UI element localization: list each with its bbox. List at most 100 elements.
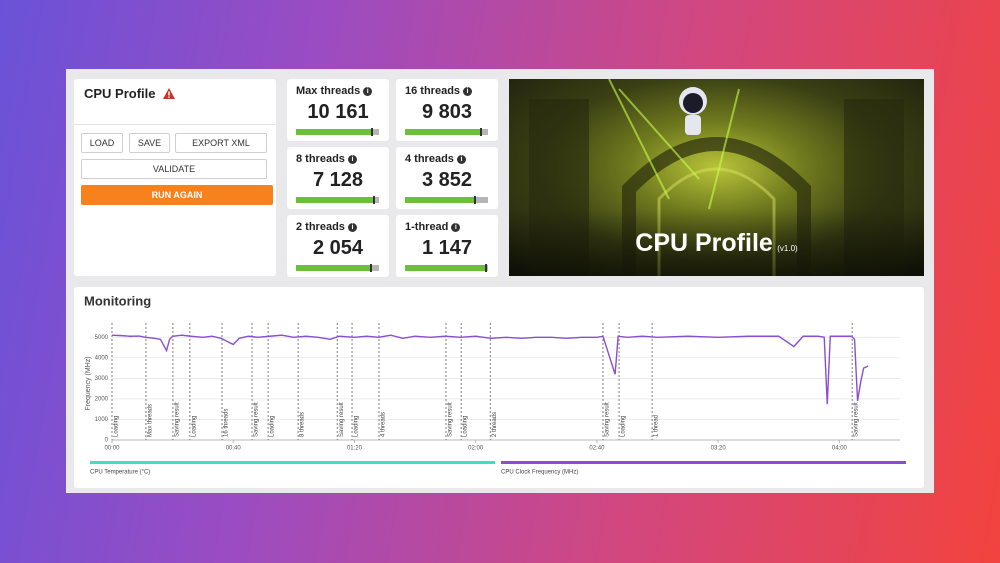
load-button[interactable]: LOAD xyxy=(81,133,123,153)
score-bar-track xyxy=(296,264,379,272)
validate-button[interactable]: VALIDATE xyxy=(81,159,267,179)
info-icon: i xyxy=(451,223,461,232)
event-label: Max threads xyxy=(148,404,154,437)
monitoring-card: Monitoring 0 1000 2000 3000 4000 5000 Frequenc… xyxy=(74,287,924,488)
banner-art xyxy=(509,79,924,276)
run-button[interactable]: RUN AGAIN xyxy=(81,185,273,205)
score-value: 3 852 xyxy=(421,169,473,191)
score-bar-marker xyxy=(473,196,476,204)
score-card: Max threads i 10 161 xyxy=(287,79,389,141)
y-tick-label: 5000 xyxy=(95,335,109,341)
event-label: Saving result xyxy=(448,402,454,437)
score-label: 16 threads i xyxy=(405,85,473,97)
event-label: Saving result xyxy=(174,402,180,437)
x-tick-label: 00:40 xyxy=(226,446,242,452)
score-bar-fill xyxy=(405,129,483,135)
info-icon: i xyxy=(463,87,473,96)
score-card: 1-thread i 1 147 xyxy=(396,215,498,277)
score-bar-marker xyxy=(480,128,483,136)
x-tick-label: 03:20 xyxy=(711,446,727,452)
score-card: 2 threads i 2 054 xyxy=(287,215,389,277)
info-icon: i xyxy=(347,155,357,164)
score-bar-track xyxy=(405,264,488,272)
legend-swatch xyxy=(90,461,495,464)
event-label: 16 threads xyxy=(224,409,230,437)
event-label: Saving result xyxy=(339,402,345,437)
x-tick-label: 04:00 xyxy=(832,446,848,452)
legend-label: CPU Clock Frequency (MHz) xyxy=(501,470,578,476)
y-tick-label: 0 xyxy=(105,438,109,444)
score-label-text: 8 threads xyxy=(296,153,345,165)
score-bar-track xyxy=(296,196,379,204)
score-bar-marker xyxy=(369,264,372,272)
score-bar-fill xyxy=(296,197,375,203)
event-label: Loading xyxy=(270,416,276,437)
event-label: Saving result xyxy=(605,402,611,437)
x-tick-label: 02:40 xyxy=(589,446,605,452)
warning-icon xyxy=(163,88,176,99)
export-button[interactable]: EXPORT XML xyxy=(175,133,267,153)
event-label: Loading xyxy=(463,416,469,437)
score-bar-marker xyxy=(371,128,374,136)
score-bar-track xyxy=(405,196,488,204)
control-card: CPU Profile LOAD SAVE EXPORT XML VALIDAT… xyxy=(74,79,276,276)
score-card: 16 threads i 9 803 xyxy=(396,79,498,141)
event-label: 1 thread xyxy=(654,415,660,437)
score-label: 8 threads i xyxy=(296,153,357,165)
event-label: 2 threads xyxy=(492,412,498,437)
info-icon: i xyxy=(456,155,466,164)
banner-version: (v1.0) xyxy=(777,244,798,253)
banner-title-text: CPU Profile xyxy=(635,229,773,257)
legend-swatch xyxy=(501,461,906,464)
score-bar-fill xyxy=(405,197,476,203)
event-label: Loading xyxy=(621,416,627,437)
score-bar-marker xyxy=(485,264,488,272)
event-label: Saving result xyxy=(254,402,260,437)
y-tick-label: 1000 xyxy=(95,417,109,423)
info-icon: i xyxy=(363,87,373,96)
score-bar-fill xyxy=(296,265,372,271)
score-bar-fill xyxy=(296,129,374,135)
event-label: 4 threads xyxy=(381,412,387,437)
x-tick-label: 02:00 xyxy=(468,446,484,452)
monitoring-chart: Monitoring 0 1000 2000 3000 4000 5000 Frequenc… xyxy=(84,293,906,476)
card-title: CPU Profile xyxy=(84,86,176,101)
score-value: 1 147 xyxy=(421,237,473,259)
title-text: CPU Profile xyxy=(84,86,156,101)
event-label: Loading xyxy=(191,416,197,437)
divider xyxy=(74,124,276,125)
banner-title: CPU Profile (v1.0) xyxy=(509,229,924,258)
score-label-text: Max threads xyxy=(296,85,361,97)
score-card: 4 threads i 3 852 xyxy=(396,147,498,209)
score-value: 9 803 xyxy=(421,101,473,123)
score-label-text: 4 threads xyxy=(405,153,454,165)
y-tick-label: 2000 xyxy=(95,396,109,402)
save-button[interactable]: SAVE xyxy=(129,133,170,153)
score-card: 8 threads i 7 128 xyxy=(287,147,389,209)
y-tick-label: 4000 xyxy=(95,355,109,361)
x-tick-label: 00:00 xyxy=(104,446,120,452)
x-tick-label: 01:20 xyxy=(347,446,363,452)
score-value: 10 161 xyxy=(307,101,369,123)
event-label: Loading xyxy=(114,416,120,437)
score-value: 2 054 xyxy=(312,237,364,259)
chart-title: Monitoring xyxy=(84,293,151,308)
score-bar-fill xyxy=(405,265,488,271)
score-label-text: 16 threads xyxy=(405,85,461,97)
score-bar-marker xyxy=(372,196,375,204)
score-label: 2 threads i xyxy=(296,221,357,233)
y-axis-label: Frequency (MHz) xyxy=(85,356,92,410)
event-label: 8 threads xyxy=(300,412,306,437)
score-label-text: 2 threads xyxy=(296,221,345,233)
score-label-text: 1-thread xyxy=(405,221,449,233)
banner: CPU Profile (v1.0) xyxy=(509,79,924,276)
series-line xyxy=(111,334,869,405)
score-label: Max threads i xyxy=(296,85,373,97)
score-bar-track xyxy=(405,128,488,136)
legend-label: CPU Temperature (°C) xyxy=(90,470,150,476)
y-tick-label: 3000 xyxy=(95,376,109,382)
info-icon: i xyxy=(347,223,357,232)
score-value: 7 128 xyxy=(312,169,364,191)
score-label: 4 threads i xyxy=(405,153,466,165)
